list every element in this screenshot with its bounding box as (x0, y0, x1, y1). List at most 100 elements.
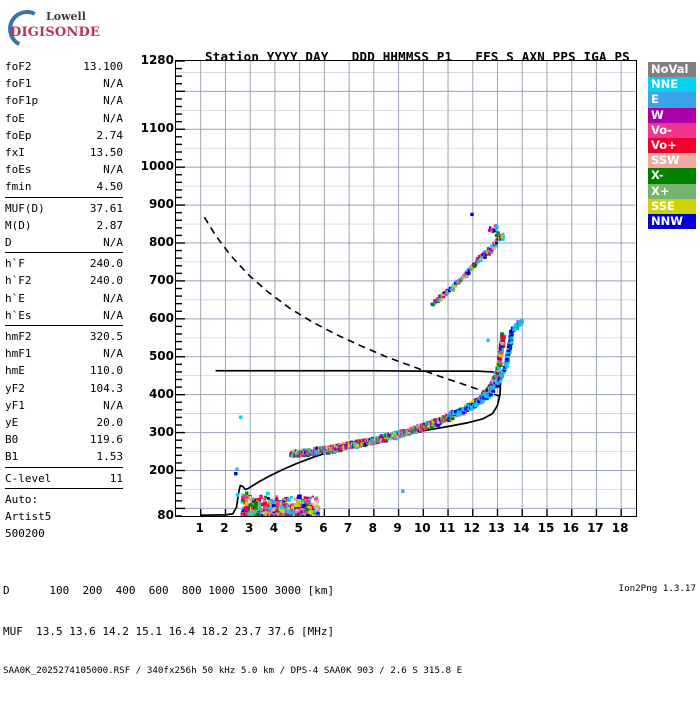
logo-digisonde-text: DIGISONDE (10, 25, 101, 40)
x-tick-label-2: 2 (220, 521, 229, 535)
x-axis-labels: 1 2 3 4 5 6 7 8 9 10 11 12 13 14 15 16 17 18 (175, 521, 645, 541)
param-key: foE (5, 111, 25, 125)
legend-item-ssw[interactable]: SSW (648, 153, 696, 169)
y-tick-label-1000: 1000 (140, 159, 174, 174)
y-tick-label-1100: 1100 (140, 121, 174, 136)
param-row-b0: B0 119.6 (5, 431, 123, 448)
param-group-divider (5, 487, 123, 489)
param-key: foF1 (5, 77, 32, 91)
param-row-fxi: fxI 13.50 (5, 144, 123, 161)
param-value: 20.0 (96, 416, 124, 430)
param-row-foe: foE N/A (5, 110, 123, 127)
param-row-hf: h`F 240.0 (5, 255, 123, 272)
isolated-outliers (234, 212, 524, 497)
legend-item-nnw[interactable]: NNW (648, 213, 696, 230)
y-axis-labels: 1280 1100 1000 900 800 700 600 500 400 300 200 80 (130, 52, 174, 522)
param-key: h`E (5, 291, 25, 305)
y-tick-label-900: 900 (148, 197, 174, 212)
ionogram-plot[interactable] (175, 60, 637, 517)
lowell-digisonde-logo: Lowell DIGISONDE (3, 5, 110, 53)
param-key: yE (5, 416, 19, 430)
y-tick-label-500: 500 (148, 348, 174, 363)
param-key: B1 (5, 450, 19, 464)
footer-muf-row: MUF 13.5 13.6 14.2 15.1 16.4 18.2 23.7 3… (3, 624, 335, 638)
param-key: hmF2 (5, 330, 32, 344)
legend-item-x[interactable]: X+ (648, 183, 696, 199)
x-tick-label-3: 3 (245, 521, 254, 535)
x-tick-label-10: 10 (413, 521, 431, 535)
y-tick-label-400: 400 (148, 386, 174, 401)
x-tick-label-14: 14 (512, 521, 530, 535)
x-tick-label-11: 11 (438, 521, 456, 535)
footer-file-row: SAA0K_2025274105000.RSF / 340fx256h 50 k… (3, 665, 463, 676)
ionogram-canvas (176, 61, 636, 516)
param-value: 11 (109, 471, 123, 485)
param-value: 240.0 (89, 257, 123, 271)
param-key: foF1p (5, 94, 39, 108)
footer-distance-row: D 100 200 400 600 800 1000 1500 3000 [km… (3, 584, 335, 597)
param-row-fof2: foF2 13.100 (5, 58, 123, 75)
x-tick-label-8: 8 (368, 521, 378, 535)
param-key: M(D) (5, 218, 32, 232)
param-value: 2.74 (96, 128, 124, 142)
y-tick-label-700: 700 (148, 272, 174, 287)
param-value: N/A (103, 308, 123, 322)
logo-lowell-text: Lowell (46, 10, 86, 23)
legend-item-e[interactable]: E (648, 92, 696, 108)
param-row-ye: yE 20.0 (5, 414, 123, 431)
param-value: 320.5 (89, 330, 123, 344)
muf-dashed-curve (203, 216, 501, 397)
param-key: fxI (5, 146, 25, 160)
param-row-mufd: MUF(D) 37.61 (5, 200, 123, 217)
y-tick-label-1280: 1280 (140, 53, 174, 67)
param-value: 104.3 (89, 381, 123, 395)
param-group-divider (5, 325, 123, 327)
param-key: hmF1 (5, 347, 32, 361)
param-value: 110.0 (89, 364, 123, 378)
ion2png-version: Ion2Png 1.3.17 (618, 583, 696, 594)
legend-item-x[interactable]: X- (648, 168, 696, 184)
param-key: h`F2 (5, 274, 32, 288)
scaled-parameters-panel: foF2 13.100 foF1 N/A foF1p N/A foE N/A foEp 2.74 f… (5, 58, 123, 542)
e-region-clutter (240, 491, 321, 516)
param-row-hmf2: hmF2 320.5 (5, 328, 123, 345)
param-row-d: D N/A (5, 234, 123, 251)
param-group-divider (5, 252, 123, 254)
legend-item-sse[interactable]: SSE (648, 198, 696, 214)
param-value: 2.87 (96, 218, 124, 232)
x-tick-label-6: 6 (319, 521, 328, 535)
legend-item-noval[interactable]: NoVal (648, 62, 696, 78)
param-row-b1: B1 1.53 (5, 448, 123, 465)
x-tick-label-9: 9 (393, 521, 402, 535)
x-tick-label-4: 4 (269, 521, 279, 535)
param-row-foes: foEs N/A (5, 161, 123, 178)
param-value: N/A (103, 236, 123, 250)
param-row-hmf1: hmF1 N/A (5, 345, 123, 362)
y-tick-label-800: 800 (148, 235, 174, 249)
param-key: yF2 (5, 381, 25, 395)
param-row-hf2: h`F2 240.0 (5, 272, 123, 289)
param-row-fof1: foF1 N/A (5, 75, 123, 92)
legend-item-vo[interactable]: Vo- (648, 122, 696, 138)
param-key: h`F (5, 257, 25, 271)
ionogram-page: Lowell DIGISONDE Station YYYY DAY DDD HH… (3, 5, 696, 676)
auto-scaler-line-0: Auto: (5, 492, 39, 506)
param-key: hmE (5, 364, 25, 378)
param-value: 119.6 (89, 433, 123, 447)
x-tick-label-1: 1 (195, 521, 204, 535)
x-tick-label-5: 5 (294, 521, 303, 535)
legend-item-nne[interactable]: NNE (648, 77, 696, 93)
param-value: N/A (103, 347, 123, 361)
param-key: foEs (5, 163, 32, 177)
second-hop-trace (430, 223, 505, 307)
y-tick-label-80: 80 (157, 508, 174, 522)
param-key: B0 (5, 433, 19, 447)
polarization-legend[interactable]: NoVal NNE E W Vo- Vo+ SSW X- X+ SSE NNW (648, 62, 696, 230)
param-value: N/A (103, 77, 123, 91)
param-value: 13.50 (89, 146, 123, 160)
param-value: 4.50 (96, 180, 124, 194)
param-value: 240.0 (89, 274, 123, 288)
legend-item-vo[interactable]: Vo+ (648, 137, 696, 154)
param-row-md: M(D) 2.87 (5, 217, 123, 234)
legend-item-w[interactable]: W (648, 107, 696, 123)
